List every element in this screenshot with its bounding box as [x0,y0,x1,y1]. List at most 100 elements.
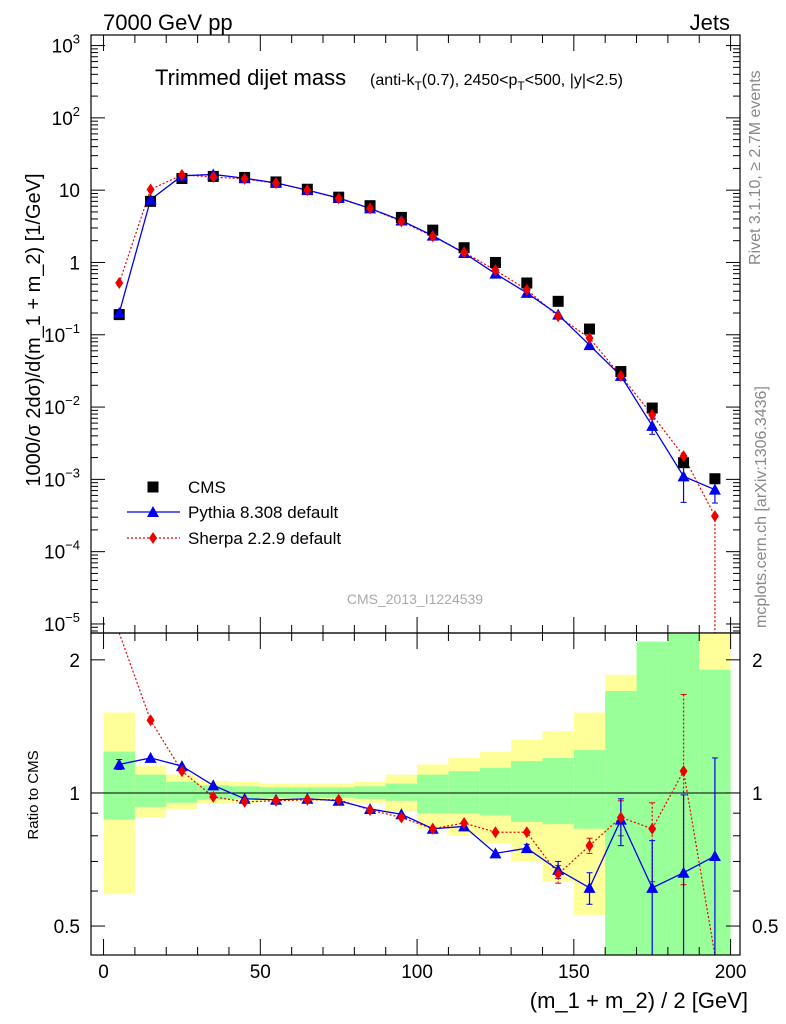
sherpa-ratio-line [118,632,716,956]
ratio-y-tick-label-left: 2 [69,651,80,672]
analysis-watermark: CMS_2013_I1224539 [347,591,483,607]
main-y-tick-base: 10 [44,615,65,636]
x-tick-label: 50 [250,962,271,983]
sherpa-main-line [118,174,716,633]
cms-main-point [584,323,596,335]
pythia-ratio-point [677,866,690,878]
sherpa-ratio-point [146,714,155,727]
pythia-main-line [118,173,716,491]
cms-main-point [521,277,533,289]
sherpa-main-point [366,202,375,215]
legend-label-sherpa: Sherpa 2.2.9 default [188,529,341,548]
plot-subtitle: (anti-kT(0.7), 2450<pT<500, |y|<2.5) [370,72,623,93]
legend-marker-cms [147,481,159,493]
main-y-tick-label: 10−5 [44,610,80,636]
main-y-tick-exponent: −2 [65,393,80,408]
plot-title-main: Trimmed dijet mass [155,65,346,90]
ratio-y-tick-label-right: 0.5 [752,917,778,938]
sherpa-ratio-point [616,811,625,824]
main-y-tick-exponent: 2 [73,104,80,119]
cms-main-point [489,256,501,268]
main-y-tick-label: 102 [52,104,80,130]
main-y-tick-exponent: −3 [65,465,80,480]
main-y-tick-base: 10 [52,37,73,58]
sherpa-main-point [710,510,719,523]
pythia-ratio-point [646,881,659,893]
pythia-main-point [708,483,721,495]
sherpa-main-point [460,246,469,259]
sherpa-main-point [146,183,155,196]
ratio-band-inner [134,774,167,807]
x-tick-label: 0 [98,962,109,983]
subtitle-part: <500, |y|<2.5) [525,72,623,89]
sherpa-main-point [115,276,124,289]
sherpa-ratio-point [679,765,688,778]
sherpa-main-point [648,408,657,421]
sherpa-ratio-point [491,826,500,839]
pythia-ratio-line [119,757,716,889]
main-data-layer [113,168,721,633]
main-y-tick-base: 1 [69,253,80,274]
ratio-band-inner [417,774,449,814]
main-y-tick-base: 10 [44,326,65,347]
sherpa-main-point [428,230,437,243]
pythia-ratio-point [489,847,502,859]
ratio-band-inner [542,757,574,825]
ratio-frame [90,632,741,956]
main-y-tick-exponent: 3 [73,32,80,47]
main-y-tick-base: 10 [44,543,65,564]
pythia-ratio-point [708,850,721,862]
legend: CMS Pythia 8.308 default Sherpa 2.2.9 defa… [127,478,341,548]
sherpa-main-point [240,172,249,185]
sherpa-main-point [177,168,186,181]
pythia-main-point [113,307,126,319]
sherpa-ratio-point [303,793,312,806]
x-axis-label: (m_1 + m_2) / 2 [GeV] [530,988,748,1013]
ratio-y-tick-label-right: 2 [752,651,763,672]
cms-main-point [709,473,721,485]
sherpa-main-point [397,215,406,228]
rivet-version-label: Rivet 3.1.10, ≥ 2.7M events [747,70,764,265]
sherpa-ratio-point [366,803,375,816]
header-jets-label: Jets [690,10,730,35]
sherpa-ratio-point [397,811,406,824]
main-y-tick-base: 10 [44,470,65,491]
ratio-band-inner [479,767,512,816]
main-y-tick-label: 10−1 [44,321,80,347]
sherpa-ratio-point [428,822,437,835]
main-y-tick-label: 10−3 [44,465,80,491]
cms-main-point [552,295,564,307]
main-y-tick-exponent: −5 [65,610,80,625]
main-y-tick-base: 10 [52,109,73,130]
sherpa-ratio-point [177,765,186,778]
legend-label-cms: CMS [188,478,226,497]
sherpa-main-point [491,264,500,277]
sherpa-main-point [303,184,312,197]
ratio-axes: 2 2 1 1 0.5 0.5 0 50 100 150 200 [54,632,778,983]
ratio-band-inner [511,761,543,822]
sherpa-ratio-point [648,822,657,835]
ratio-y-tick-label-right: 1 [752,784,763,805]
main-y-tick-label: 10−4 [44,538,80,564]
sherpa-main-point [522,283,531,296]
pythia-ratio-point [113,758,126,770]
pythia-ratio-point [583,881,596,893]
subtitle-part: (0.7), 2450<p [422,72,518,89]
main-y-axis-label: 1000/σ 2dσ)/d(m_1 + m_2) [1/GeV] [23,173,45,486]
ratio-band-inner [166,781,198,803]
sherpa-ratio-point [460,817,469,830]
legend-label-pythia: Pythia 8.308 default [188,503,339,522]
main-y-tick-label: 1 [69,253,80,274]
legend-marker-sherpa [149,532,157,544]
sherpa-main-point [271,177,280,190]
x-tick-label: 100 [401,962,433,983]
sherpa-ratio-point [334,793,343,806]
sherpa-main-point [616,369,625,382]
sherpa-main-point [679,450,688,463]
pythia-main-point [646,419,659,431]
sherpa-main-point [209,171,218,184]
subtitle-subscript: T [414,79,422,93]
main-y-tick-exponent: −1 [65,321,80,336]
